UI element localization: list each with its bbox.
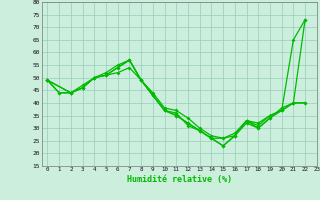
X-axis label: Humidité relative (%): Humidité relative (%): [127, 175, 232, 184]
